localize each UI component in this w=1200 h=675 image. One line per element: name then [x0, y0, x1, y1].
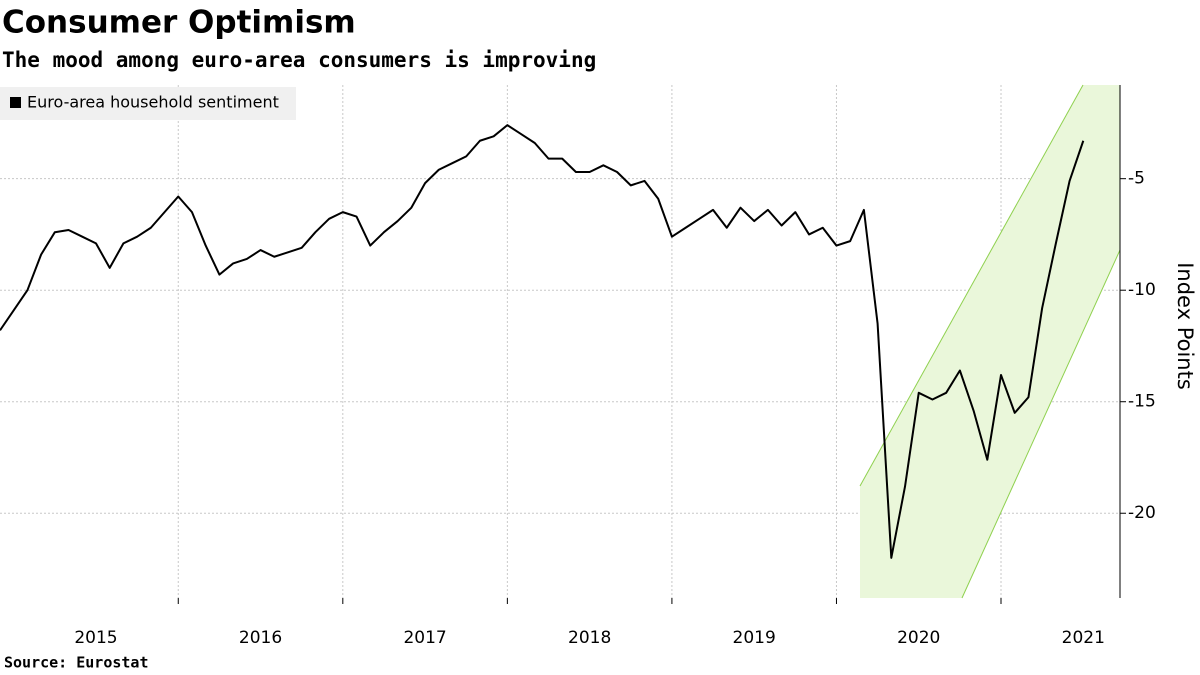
x-tick-label: 2016: [239, 628, 282, 648]
x-tick-label: 2017: [403, 628, 446, 648]
channel-upper: [859, 84, 1084, 487]
x-tick-label: 2019: [733, 628, 776, 648]
chart-subtitle: The mood among euro-area consumers is im…: [2, 48, 596, 72]
legend-box: [0, 87, 296, 120]
legend-label: Euro-area household sentiment: [27, 93, 279, 112]
y-tick-label: -20: [1128, 503, 1156, 523]
chart-title: Consumer Optimism: [2, 5, 356, 41]
y-tick-label: -10: [1128, 280, 1156, 300]
y-axis-title: Index Points: [1173, 262, 1197, 390]
trend-channel: [860, 85, 1120, 598]
y-tick-label: -5: [1128, 169, 1145, 189]
channel-lower: [961, 249, 1121, 599]
x-tick-label: 2020: [897, 628, 940, 648]
legend-swatch: [10, 97, 21, 108]
source: Source: Eurostat: [4, 654, 149, 672]
x-tick-label: 2018: [568, 628, 611, 648]
x-tick-label: 2021: [1062, 628, 1105, 648]
x-tick-label: 2015: [74, 628, 117, 648]
series-line: [0, 124, 1085, 559]
y-tick-label: -15: [1128, 392, 1156, 412]
